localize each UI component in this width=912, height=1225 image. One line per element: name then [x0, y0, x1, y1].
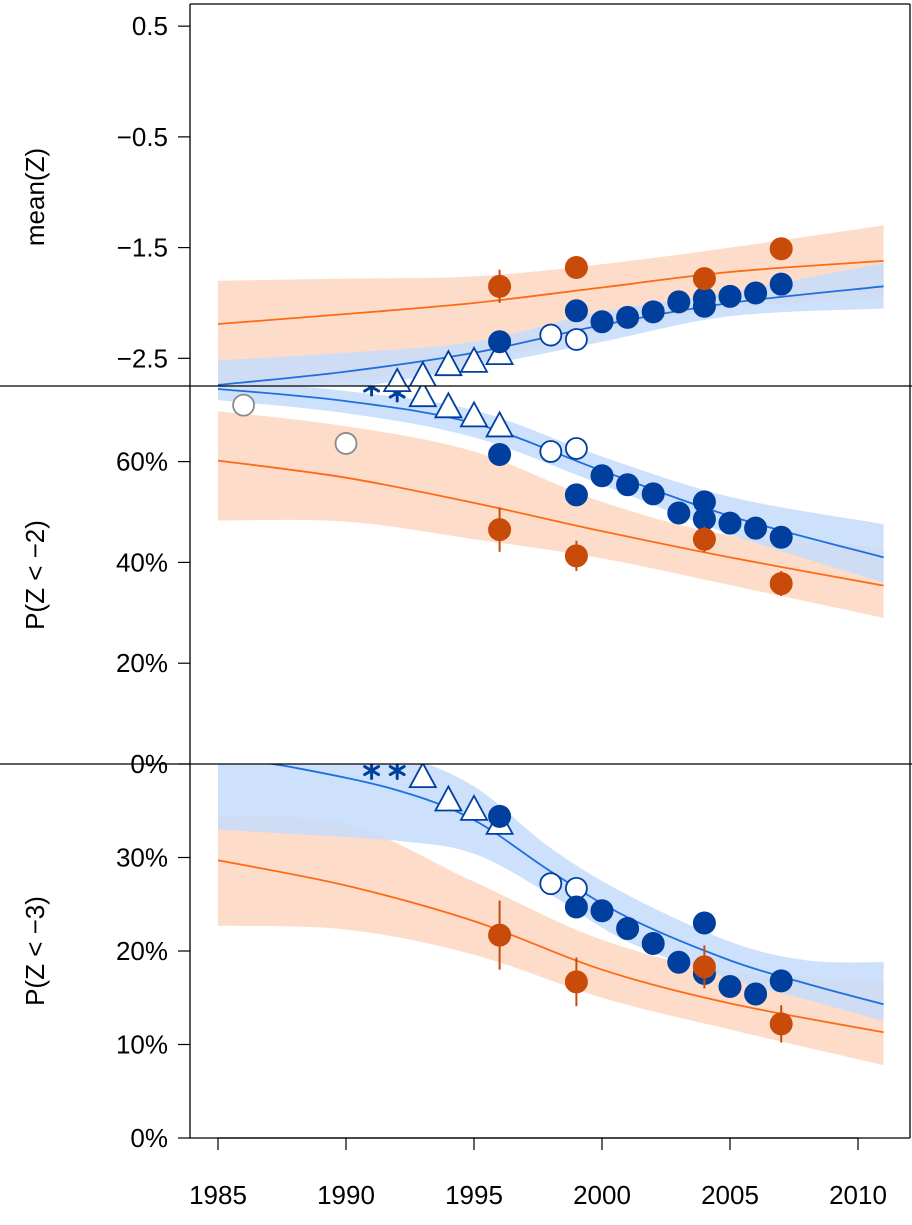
orange-trend-line [217, 859, 884, 1034]
triangle-point [382, 386, 412, 392]
blue-filled-point [744, 982, 768, 1006]
triangle-point [459, 793, 489, 821]
triangle-point [485, 410, 515, 438]
grey-open-point [334, 432, 358, 455]
panel-top [217, 225, 884, 386]
blue-filled-point [769, 525, 793, 549]
blue-filled-point [667, 290, 691, 314]
blue-band [218, 386, 884, 583]
orange-band [218, 816, 884, 1066]
orange-filled-point [488, 518, 512, 542]
triangle-point [433, 349, 463, 377]
blue-filled-point [488, 443, 512, 467]
y-axis-label: P(Z < −2) [20, 520, 50, 630]
y-tick-label: −0.5 [117, 122, 168, 152]
orange-filled-point [488, 274, 512, 298]
triangle-point [433, 784, 463, 812]
blue-filled-point [692, 911, 716, 935]
x-tick-label: 1990 [317, 1180, 375, 1210]
blue-filled-point [641, 482, 665, 506]
orange-filled-point [488, 923, 512, 947]
blue-open-point [565, 437, 588, 460]
blue-filled-point [769, 272, 793, 296]
panel-bottom [217, 764, 884, 1066]
orange-filled-point [564, 544, 588, 568]
star-point [363, 386, 381, 397]
triangle-point [408, 386, 438, 408]
blue-filled-point [488, 330, 512, 354]
orange-trend-line [217, 459, 884, 587]
y-axis-label: mean(Z) [20, 148, 50, 246]
blue-open-point [539, 323, 563, 347]
triangle-point [408, 764, 438, 789]
orange-trend-line [217, 260, 884, 325]
x-tick-label: 1995 [445, 1180, 503, 1210]
blue-filled-point [718, 511, 742, 535]
orange-filled-point [769, 237, 793, 261]
blue-filled-point [718, 284, 742, 308]
y-tick-label: 20% [116, 648, 168, 678]
blue-filled-point [590, 899, 614, 923]
triangle-point [386, 367, 408, 386]
star-point [363, 764, 381, 781]
x-tick-label: 1985 [189, 1180, 247, 1210]
blue-open-point [565, 328, 588, 351]
blue-filled-point [769, 969, 793, 993]
triangle-point [459, 345, 489, 373]
blue-filled-point [667, 501, 691, 525]
y-tick-label: 10% [116, 1030, 168, 1060]
orange-filled-point [769, 572, 793, 596]
orange-band [218, 411, 884, 618]
orange-filled-point [769, 1012, 793, 1036]
blue-filled-point [744, 281, 768, 305]
orange-filled-point [564, 970, 588, 994]
blue-filled-point [564, 895, 588, 919]
blue-filled-point [590, 310, 614, 334]
y-tick-label: 40% [116, 547, 168, 577]
blue-filled-point [616, 917, 640, 941]
y-tick-label: 60% [116, 447, 168, 477]
orange-filled-point [692, 955, 716, 979]
y-tick-label: 0.5 [132, 11, 168, 41]
orange-filled-point [564, 256, 588, 280]
blue-filled-point [488, 804, 512, 828]
orange-filled-point [692, 527, 716, 551]
blue-open-point [539, 872, 563, 896]
confidence-bands [218, 386, 884, 618]
y-axis-label: P(Z < −3) [20, 896, 50, 1006]
blue-filled-point [641, 932, 665, 956]
triangle-point [433, 391, 463, 419]
blue-filled-point [616, 473, 640, 497]
y-tick-label: −2.5 [117, 343, 168, 373]
star-point [388, 764, 406, 781]
blue-filled-point [692, 294, 716, 318]
blue-filled-point [641, 300, 665, 324]
blue-filled-point [590, 464, 614, 488]
blue-filled-point [744, 516, 768, 540]
blue-filled-point [667, 950, 691, 974]
blue-filled-point [564, 299, 588, 323]
blue-filled-point [718, 975, 742, 999]
triangle-point [408, 360, 437, 386]
blue-filled-point [564, 483, 588, 507]
y-tick-label: 30% [116, 843, 168, 873]
orange-band [218, 225, 884, 386]
blue-open-point [539, 440, 563, 463]
y-tick-label: 20% [116, 936, 168, 966]
grey-open-point [232, 393, 256, 417]
triangle-point [459, 400, 489, 428]
panel-middle [217, 386, 884, 618]
orange-filled-point [692, 267, 716, 291]
x-tick-label: 2010 [829, 1180, 887, 1210]
y-tick-label: −1.5 [117, 233, 168, 263]
y-tick-label: 0% [130, 1123, 168, 1153]
x-tick-label: 2005 [701, 1180, 759, 1210]
x-tick-label: 2000 [573, 1180, 631, 1210]
blue-filled-point [616, 305, 640, 329]
